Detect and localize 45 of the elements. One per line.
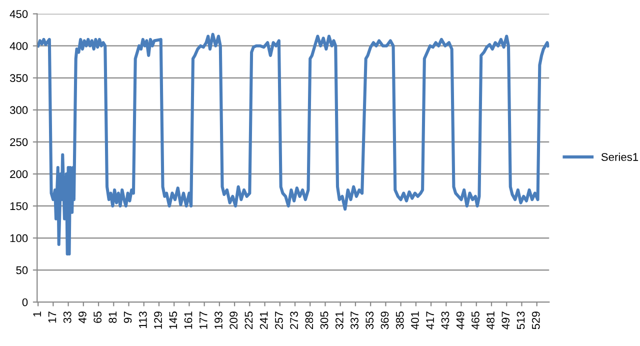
- x-tick-label: 145: [169, 312, 178, 329]
- legend-label: Series1: [601, 152, 638, 161]
- x-tick-label: 17: [48, 312, 56, 323]
- x-tick-label: 129: [154, 312, 162, 329]
- y-tick-label: 100: [10, 234, 28, 242]
- x-tick-label: 209: [230, 312, 238, 330]
- x-tick-label: 1: [33, 312, 41, 316]
- x-tick-label: 33: [63, 312, 72, 324]
- y-tick-label: 0: [22, 298, 28, 306]
- y-tick-label: 200: [10, 170, 28, 178]
- x-tick-label: 97: [124, 312, 132, 323]
- y-tick-label: 400: [10, 42, 28, 50]
- x-tick-label: 225: [244, 312, 253, 330]
- x-tick-label: 497: [502, 312, 510, 330]
- x-tick-label: 177: [200, 312, 208, 329]
- x-tick-label: 113: [138, 312, 147, 328]
- x-tick-label: 65: [94, 312, 102, 323]
- x-tick-label: 385: [396, 312, 404, 330]
- x-tick-label: 193: [214, 312, 222, 329]
- x-tick-label: 81: [108, 312, 117, 323]
- x-tick-label: 433: [441, 312, 450, 330]
- x-tick-label: 257: [275, 312, 283, 330]
- y-tick-label: 450: [10, 10, 28, 18]
- x-tick-label: 481: [486, 312, 494, 330]
- x-tick-label: 513: [516, 312, 525, 330]
- y-tick-label: 250: [10, 138, 28, 146]
- x-tick-label: 401: [411, 312, 419, 330]
- x-tick-label: 305: [320, 312, 328, 330]
- y-tick-label: 300: [10, 106, 28, 114]
- y-tick-label: 50: [16, 266, 28, 274]
- y-tick-label: 350: [10, 74, 28, 82]
- x-tick-label: 273: [290, 312, 298, 330]
- x-tick-label: 337: [350, 312, 358, 330]
- x-tick-label: 321: [335, 312, 344, 330]
- x-tick-label: 353: [366, 312, 374, 330]
- x-tick-label: 49: [78, 312, 86, 324]
- x-tick-label: 241: [260, 312, 268, 330]
- x-tick-label: 289: [305, 312, 314, 330]
- x-tick-label: 369: [380, 312, 389, 330]
- x-tick-label: 449: [456, 312, 464, 330]
- x-tick-label: 417: [426, 312, 434, 330]
- y-tick-label: 150: [10, 202, 28, 210]
- x-tick-label: 161: [184, 312, 192, 329]
- x-tick-label: 465: [471, 312, 480, 330]
- x-tick-label: 529: [532, 312, 540, 330]
